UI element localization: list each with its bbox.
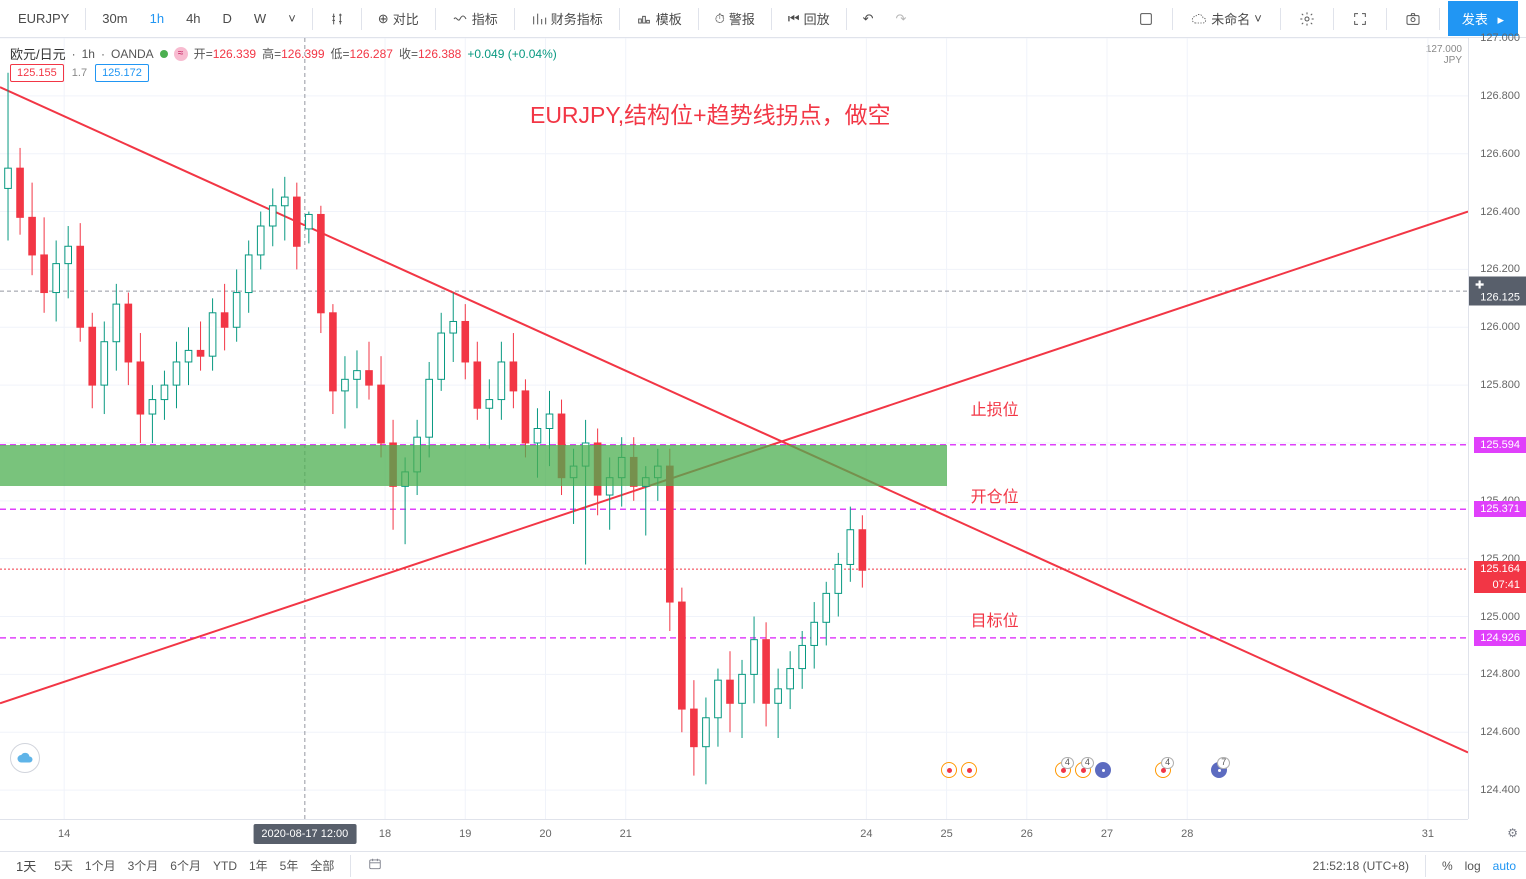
ask-badge: 125.172 xyxy=(95,64,149,82)
axis-settings-icon[interactable]: ⚙ xyxy=(1507,826,1518,840)
top-toolbar: EURJPY 30m 1h 4h D W ˅ ⊕ 对比 指标 财务指标 模板 ⏱… xyxy=(0,0,1526,38)
range-all[interactable]: 全部 xyxy=(310,857,334,874)
percent-toggle[interactable]: % xyxy=(1442,859,1453,873)
range-1y[interactable]: 1年 xyxy=(249,857,268,874)
range-6m[interactable]: 6个月 xyxy=(170,857,201,874)
interval-30m[interactable]: 30m xyxy=(92,5,137,32)
layout-grid-button[interactable] xyxy=(1128,5,1164,33)
annotation-target: 目标位 xyxy=(971,607,1019,631)
symbol-info: 欧元/日元 ·1h·OANDA ≈ 开=126.339 高=126.399 低=… xyxy=(10,44,557,63)
range-3m[interactable]: 3个月 xyxy=(128,857,159,874)
time-axis[interactable]: ⚙ 14181920212425262728312020-08-17 12:00 xyxy=(0,819,1468,851)
chart-main[interactable]: 127.000JPY 欧元/日元 ·1h·OANDA ≈ 开=126.339 高… xyxy=(0,38,1468,819)
chart-canvas[interactable] xyxy=(0,38,1468,819)
approx-icon: ≈ xyxy=(174,47,188,61)
interval-d[interactable]: D xyxy=(213,5,242,32)
interval-4h[interactable]: 4h xyxy=(176,5,210,32)
interval-more[interactable]: ˅ xyxy=(278,5,306,32)
interval-w[interactable]: W xyxy=(244,5,276,32)
range-5d[interactable]: 5天 xyxy=(54,857,73,874)
log-toggle[interactable]: log xyxy=(1465,859,1481,873)
range-1m[interactable]: 1个月 xyxy=(85,857,116,874)
bid-ask-badges: 125.155 1.7 125.172 xyxy=(10,64,149,82)
financials-button[interactable]: 财务指标 xyxy=(521,3,613,34)
screener-button[interactable] xyxy=(10,743,40,773)
bottom-bar: 1天 5天 1个月 3个月 6个月 YTD 1年 5年 全部 21:52:18 … xyxy=(0,851,1526,879)
interval-1h[interactable]: 1h xyxy=(140,5,174,32)
supply-zone xyxy=(0,445,947,487)
annotation-entry: 开仓位 xyxy=(971,483,1019,507)
chart-area: 127.000JPY 欧元/日元 ·1h·OANDA ≈ 开=126.339 高… xyxy=(0,38,1526,851)
range-ytd[interactable]: YTD xyxy=(213,859,237,873)
price-axis[interactable]: 124.400124.600124.800125.000125.200125.4… xyxy=(1468,38,1526,819)
clock-label: 21:52:18 (UTC+8) xyxy=(1313,859,1409,873)
templates-button[interactable]: 模板 xyxy=(626,3,692,34)
goto-date-button[interactable] xyxy=(367,857,383,874)
compare-button[interactable]: ⊕ 对比 xyxy=(368,3,429,34)
layout-name-button[interactable]: 未命名 ˅ xyxy=(1181,3,1272,34)
snapshot-button[interactable] xyxy=(1395,5,1431,33)
redo-button[interactable]: ↷ xyxy=(886,5,917,33)
market-status-icon xyxy=(160,50,168,58)
annotation-title: EURJPY,结构位+趋势线拐点，做空 xyxy=(530,96,891,130)
bid-badge: 125.155 xyxy=(10,64,64,82)
auto-toggle[interactable]: auto xyxy=(1493,859,1516,873)
symbol-picker[interactable]: EURJPY xyxy=(8,5,79,32)
pair-name: 欧元/日元 xyxy=(10,44,66,63)
alert-button[interactable]: ⏱ 警报 xyxy=(705,3,765,34)
settings-button[interactable] xyxy=(1289,5,1325,33)
fullscreen-button[interactable] xyxy=(1342,5,1378,33)
range-1d[interactable]: 1天 xyxy=(10,854,42,877)
annotation-stop: 止损位 xyxy=(971,396,1019,420)
range-5y[interactable]: 5年 xyxy=(280,857,299,874)
indicators-button[interactable]: 指标 xyxy=(442,3,508,34)
replay-button[interactable]: ⏮ 回放 xyxy=(778,3,840,34)
publish-button[interactable]: 发表 ▸ xyxy=(1448,1,1518,36)
chart-style-button[interactable] xyxy=(319,5,355,33)
undo-button[interactable]: ↶ xyxy=(853,5,884,33)
